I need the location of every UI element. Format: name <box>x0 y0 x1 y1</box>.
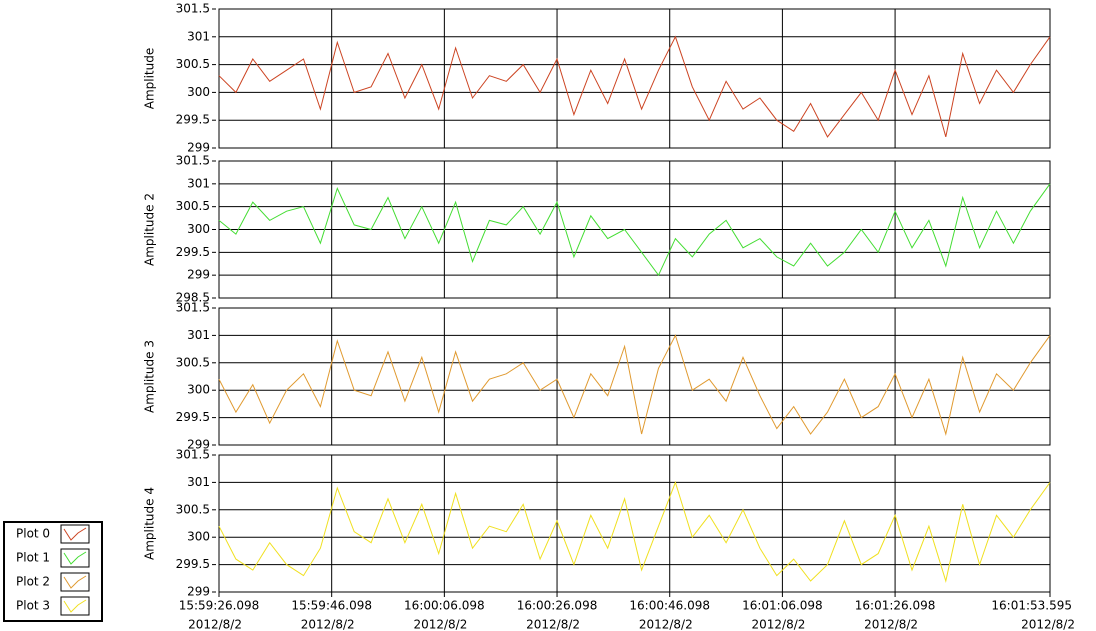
plot-area <box>218 454 1051 593</box>
legend-label: Plot 0 <box>16 527 50 541</box>
x-tick-date: 2012/8/2 <box>1021 618 1075 631</box>
legend-swatch <box>63 551 87 565</box>
y-tick-label: 299.5 <box>176 557 210 571</box>
data-line <box>218 480 1051 583</box>
y-tick-label: 301 <box>187 475 210 489</box>
y-tick-label: 301 <box>187 29 210 43</box>
x-tick-label: 16:01:06.098 <box>742 599 823 613</box>
data-line <box>218 334 1051 436</box>
x-tick-label: 16:00:46.098 <box>629 599 710 613</box>
y-tick-label: 300 <box>187 530 210 544</box>
y-axis-label: Amplitude 4 <box>143 487 157 560</box>
y-tick-label: 300 <box>187 85 210 99</box>
legend-swatch <box>63 575 87 589</box>
y-tick-label: 299 <box>187 268 210 282</box>
y-axis-label: Amplitude 2 <box>143 193 157 266</box>
y-tick-label: 299 <box>187 141 210 155</box>
y-tick-label: 301.5 <box>176 448 210 462</box>
x-tick-date: 2012/8/2 <box>639 618 693 631</box>
legend-swatch <box>63 527 87 541</box>
y-tick-label: 299 <box>187 438 210 452</box>
legend-label: Plot 1 <box>16 551 50 565</box>
y-tick-label: 300 <box>187 383 210 397</box>
x-tick-label: 15:59:26.098 <box>179 599 260 613</box>
x-tick-date: 2012/8/2 <box>413 618 467 631</box>
x-tick-label: 16:01:26.098 <box>855 599 936 613</box>
x-tick-label: 16:00:06.098 <box>404 599 485 613</box>
x-tick-date: 2012/8/2 <box>751 618 805 631</box>
legend-swatch-box <box>60 596 90 616</box>
y-tick-label: 299.5 <box>176 410 210 424</box>
x-tick-label: 15:59:46.098 <box>291 599 372 613</box>
x-tick-date: 2012/8/2 <box>526 618 580 631</box>
y-tick-label: 298.5 <box>176 291 210 305</box>
data-line <box>218 35 1051 138</box>
y-tick-label: 299.5 <box>176 113 210 127</box>
y-tick-label: 300 <box>187 222 210 236</box>
y-tick-label: 301.5 <box>176 154 210 168</box>
legend-swatch-box <box>60 524 90 544</box>
plot-area <box>218 307 1051 446</box>
y-tick-label: 299.5 <box>176 245 210 259</box>
y-tick-label: 301.5 <box>176 301 210 315</box>
x-tick-label: 16:00:26.098 <box>517 599 598 613</box>
y-axis-label: Amplitude <box>143 48 157 110</box>
data-line <box>218 183 1051 277</box>
y-tick-label: 301 <box>187 328 210 342</box>
x-tick-date: 2012/8/2 <box>301 618 355 631</box>
x-tick-label: 16:01:53.595 <box>991 599 1072 613</box>
y-tick-label: 300.5 <box>176 355 210 369</box>
legend-swatch-box <box>60 572 90 592</box>
x-tick-date: 2012/8/2 <box>188 618 242 631</box>
y-tick-label: 300.5 <box>176 502 210 516</box>
y-axis-label: Amplitude 3 <box>143 340 157 413</box>
y-tick-label: 300.5 <box>176 199 210 213</box>
legend-swatch-box <box>60 548 90 568</box>
y-tick-label: 301 <box>187 176 210 190</box>
legend-swatch <box>63 599 87 613</box>
legend-label: Plot 2 <box>16 575 50 589</box>
legend-label: Plot 3 <box>16 599 50 613</box>
y-tick-label: 301.5 <box>176 2 210 16</box>
y-tick-label: 299 <box>187 585 210 599</box>
x-tick-date: 2012/8/2 <box>864 618 918 631</box>
y-tick-label: 300.5 <box>176 57 210 71</box>
plot-area <box>218 8 1051 149</box>
